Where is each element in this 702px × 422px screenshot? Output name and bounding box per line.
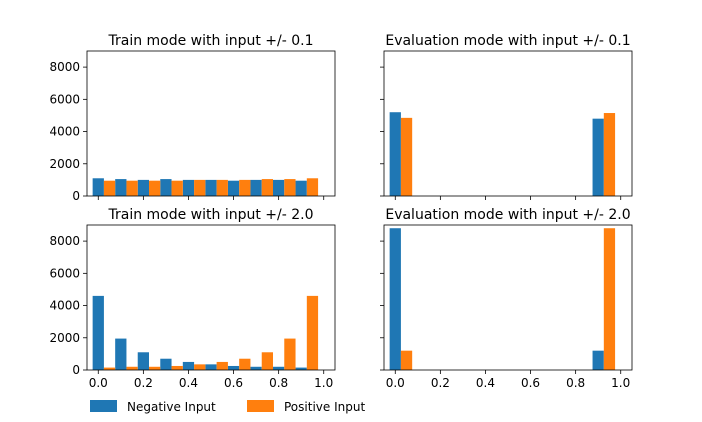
subplot-4: Evaluation mode with input +/- 2.0 0.0 0.2… — [380, 207, 633, 390]
bar-positive-bin-2 — [149, 366, 161, 370]
axes-frame — [86, 224, 336, 371]
bar-negative-bin-3 — [160, 179, 172, 196]
subplot-2: Evaluation mode with input +/- 0.1 — [380, 33, 633, 200]
bar-negative-bin-6 — [227, 180, 240, 196]
y-tick-label: 8000 — [49, 60, 80, 74]
bar-negative-bin-5 — [205, 179, 217, 196]
legend-swatch-positive — [247, 400, 274, 412]
bar-negative-bin-0 — [92, 178, 104, 196]
bar-negative-bin-9 — [592, 118, 604, 196]
y-tick-label: 0 — [72, 363, 80, 377]
subplot-title: Train mode with input +/- 0.1 — [107, 33, 313, 49]
bar-positive-bin-3 — [171, 180, 183, 196]
bar-negative-bin-0 — [389, 228, 401, 370]
y-tick-label: 6000 — [49, 92, 80, 106]
x-tick-label: 1.0 — [314, 376, 333, 390]
bar-positive-bin-1 — [126, 366, 138, 370]
legend-swatch-negative — [90, 400, 117, 412]
bar-negative-bin-9 — [592, 350, 604, 370]
axes-frame — [383, 50, 633, 197]
subplot-title: Train mode with input +/- 2.0 — [107, 207, 313, 223]
bar-negative-bin-8 — [273, 366, 285, 370]
bar-positive-bin-3 — [171, 365, 183, 370]
x-tick-label: 1.0 — [611, 376, 630, 390]
bar-negative-bin-3 — [160, 358, 172, 370]
bar-positive-bin-4 — [194, 364, 206, 370]
bar-positive-bin-7 — [261, 179, 273, 196]
bar-negative-bin-0 — [92, 295, 104, 370]
y-tick-label: 6000 — [49, 266, 80, 280]
subplot-grid: Train mode with input +/- 0.1 0 2000 4000 60… — [49, 33, 633, 390]
bar-positive-bin-1 — [126, 180, 138, 196]
subplot-1: Train mode with input +/- 0.1 0 2000 4000 60… — [49, 33, 336, 203]
axes-frame — [383, 224, 633, 371]
bar-positive-bin-0 — [103, 180, 116, 196]
subplot-3: Train mode with input +/- 2.0 0 2000 4000 60… — [49, 207, 336, 390]
bar-positive-bin-8 — [284, 179, 296, 196]
y-tick-label: 8000 — [49, 234, 80, 248]
x-tick-label: 0.6 — [224, 376, 243, 390]
legend: Negative Input Positive Input — [90, 400, 365, 414]
y-tick-label: 4000 — [49, 125, 80, 139]
bar-negative-bin-2 — [137, 179, 149, 196]
x-tick-label: 0.0 — [386, 376, 405, 390]
y-tick-label: 0 — [72, 189, 80, 203]
bar-negative-bin-5 — [205, 364, 217, 370]
bar-negative-bin-1 — [115, 338, 127, 370]
bar-negative-bin-2 — [137, 352, 149, 370]
bar-negative-bin-4 — [182, 179, 195, 196]
bar-negative-bin-6 — [227, 365, 240, 370]
bar-positive-bin-0 — [400, 350, 413, 370]
bar-positive-bin-9 — [306, 295, 319, 370]
bar-negative-bin-9 — [295, 180, 307, 196]
x-tick-label: 0.4 — [476, 376, 495, 390]
bar-positive-bin-8 — [284, 338, 296, 370]
y-tick-label: 2000 — [49, 331, 80, 345]
bar-positive-bin-6 — [239, 179, 251, 196]
x-tick-label: 0.8 — [269, 376, 288, 390]
bar-negative-bin-9 — [295, 367, 307, 370]
bar-positive-bin-0 — [400, 117, 413, 196]
legend-label-negative: Negative Input — [127, 400, 216, 414]
bar-positive-bin-9 — [603, 228, 616, 370]
bar-negative-bin-7 — [250, 366, 262, 370]
bar-negative-bin-8 — [273, 179, 285, 196]
bar-positive-bin-5 — [216, 361, 228, 370]
bar-positive-bin-9 — [306, 178, 319, 196]
bar-negative-bin-4 — [182, 361, 195, 370]
bar-negative-bin-0 — [389, 112, 401, 196]
y-tick-label: 2000 — [49, 157, 80, 171]
legend-label-positive: Positive Input — [284, 400, 365, 414]
bar-positive-bin-7 — [261, 352, 273, 370]
bar-negative-bin-1 — [115, 179, 127, 196]
x-tick-label: 0.2 — [134, 376, 153, 390]
bar-positive-bin-2 — [149, 180, 161, 196]
bar-positive-bin-9 — [603, 113, 616, 196]
x-tick-label: 0.2 — [431, 376, 450, 390]
bar-positive-bin-5 — [216, 179, 228, 196]
x-tick-label: 0.4 — [179, 376, 198, 390]
bar-positive-bin-0 — [103, 367, 116, 370]
y-tick-label: 4000 — [49, 299, 80, 313]
bar-negative-bin-7 — [250, 179, 262, 196]
x-tick-label: 0.8 — [566, 376, 585, 390]
bar-positive-bin-4 — [194, 179, 206, 196]
bar-positive-bin-6 — [239, 358, 251, 370]
x-tick-label: 0.0 — [89, 376, 108, 390]
axes-frame — [86, 50, 336, 197]
x-tick-label: 0.6 — [521, 376, 540, 390]
subplot-title: Evaluation mode with input +/- 2.0 — [385, 207, 630, 223]
subplot-title: Evaluation mode with input +/- 0.1 — [385, 33, 630, 49]
